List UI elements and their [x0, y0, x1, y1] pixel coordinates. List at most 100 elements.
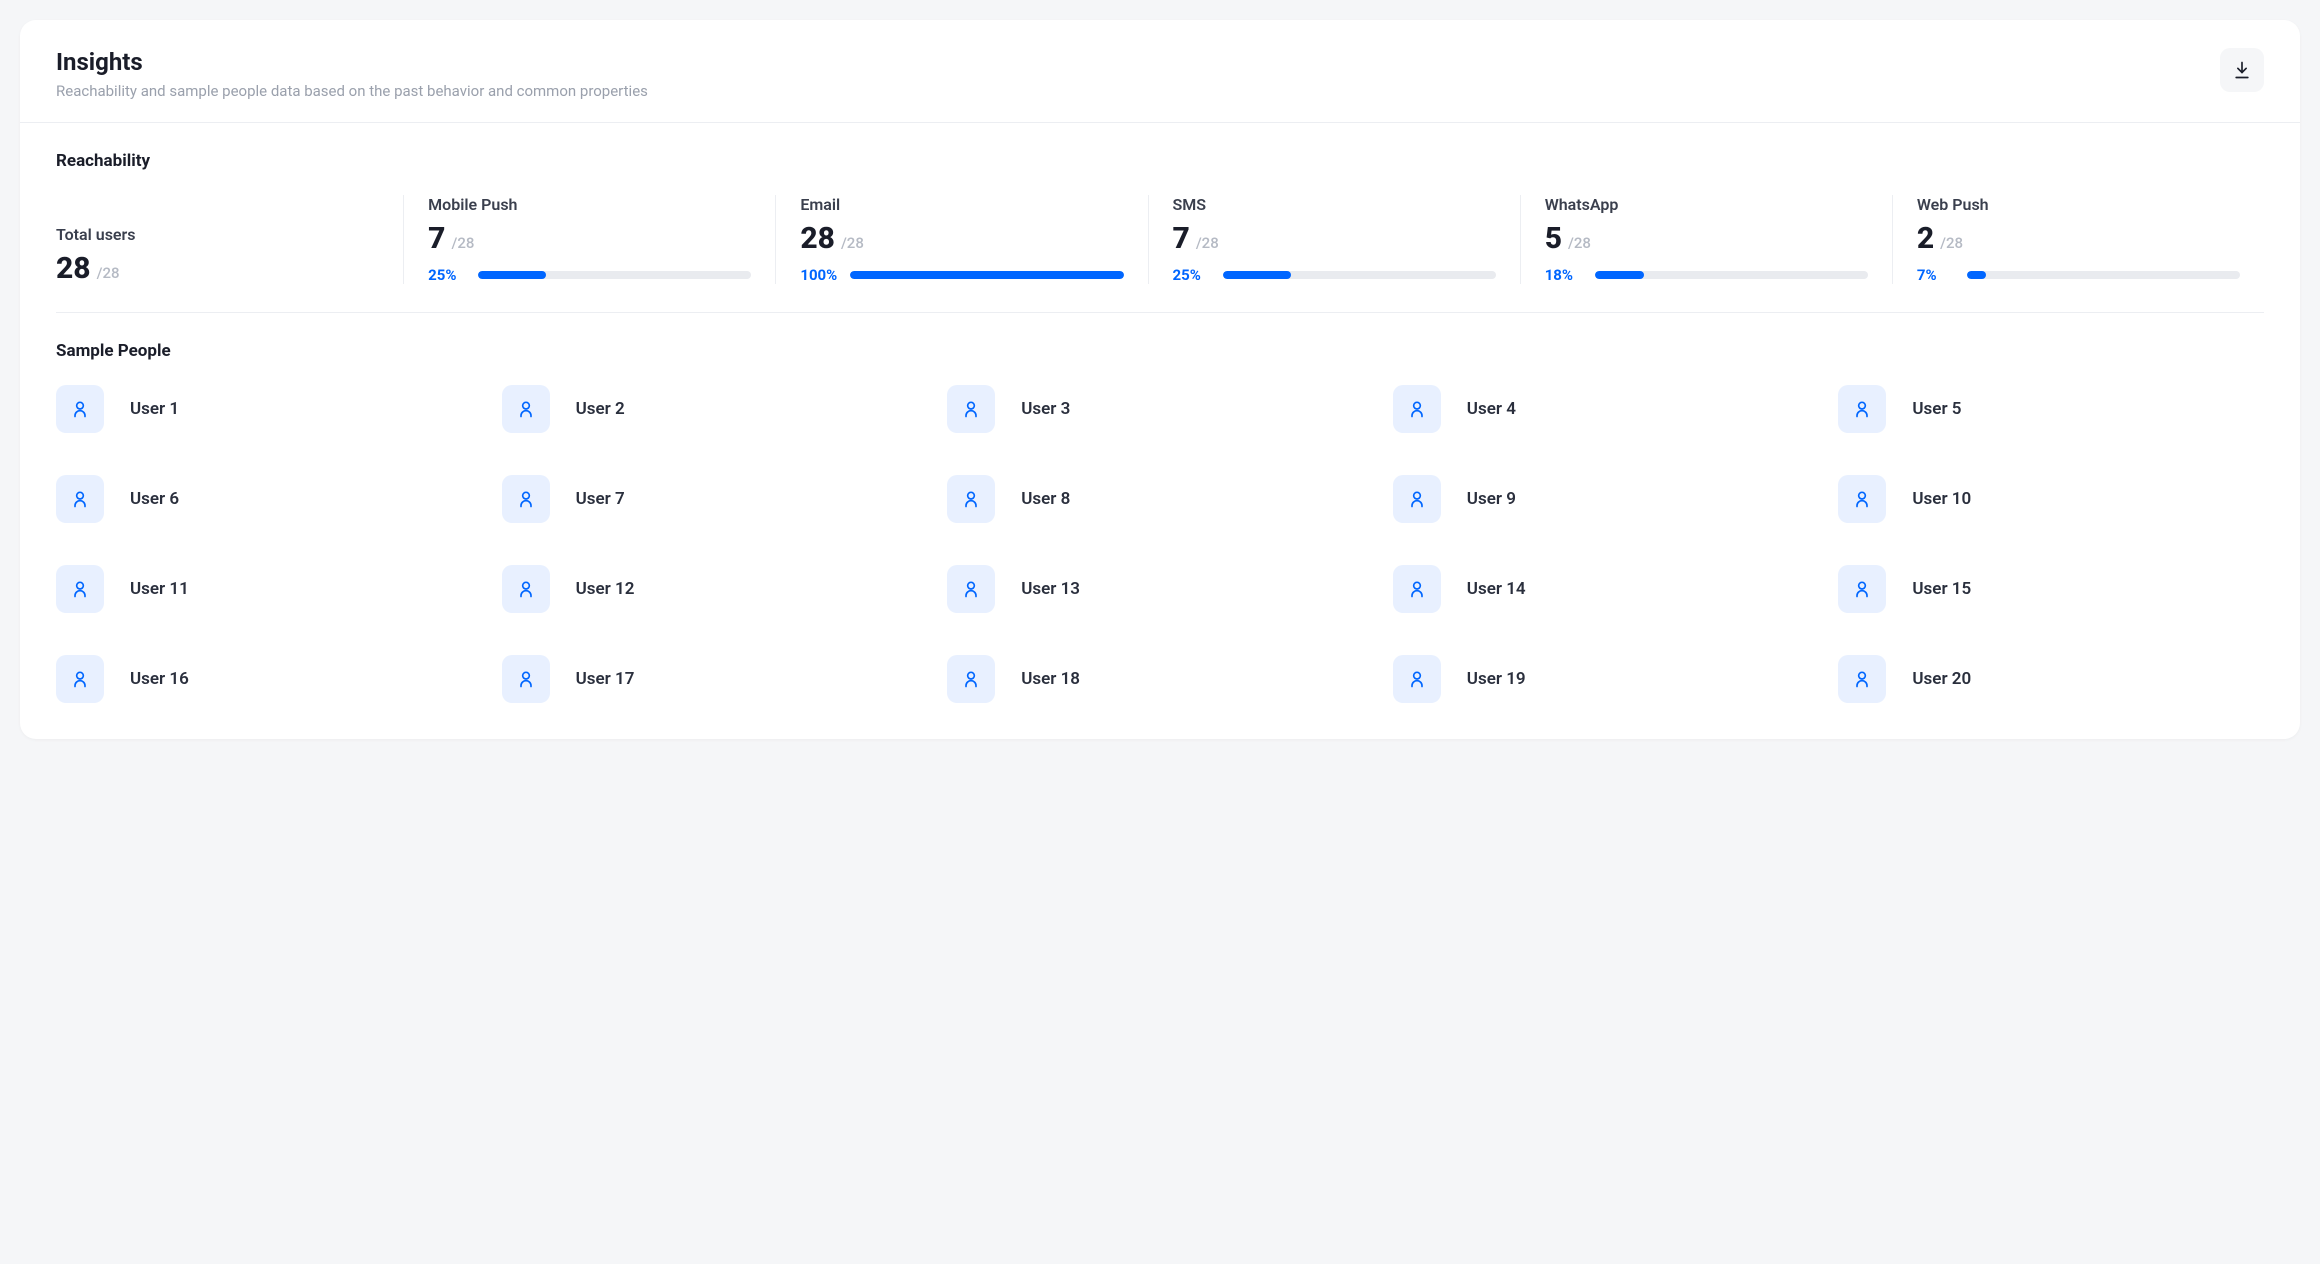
user-icon	[516, 489, 536, 509]
sample-person[interactable]: User 16	[56, 655, 482, 703]
person-name: User 16	[130, 669, 189, 689]
reach-channel-pct: 25%	[428, 266, 468, 284]
reach-channel-pct: 25%	[1173, 266, 1213, 284]
reach-channel-pct: 7%	[1917, 266, 1957, 284]
sample-person[interactable]: User 19	[1393, 655, 1819, 703]
download-button[interactable]	[2220, 48, 2264, 92]
reach-channel-value: 7	[428, 224, 445, 254]
reach-cell-total: Total users28/28	[56, 195, 403, 284]
reach-bar-row: 25%	[1173, 266, 1496, 284]
reach-cell-channel: WhatsApp 5/28 18%	[1520, 195, 1892, 284]
sample-person[interactable]: User 4	[1393, 385, 1819, 433]
reach-cell-channel: SMS 7/28 25%	[1148, 195, 1520, 284]
person-avatar	[56, 475, 104, 523]
reach-progress-track	[850, 271, 1123, 279]
header-text: Insights Reachability and sample people …	[56, 48, 2220, 100]
sample-person[interactable]: User 12	[502, 565, 928, 613]
person-avatar	[1393, 565, 1441, 613]
sample-person[interactable]: User 11	[56, 565, 482, 613]
user-icon	[1852, 669, 1872, 689]
sample-person[interactable]: User 1	[56, 385, 482, 433]
sample-person[interactable]: User 20	[1838, 655, 2264, 703]
user-icon	[70, 579, 90, 599]
reach-progress-track	[478, 271, 751, 279]
sample-person[interactable]: User 13	[947, 565, 1373, 613]
reach-channel-of: /28	[1196, 234, 1219, 252]
reach-of-total: /28	[97, 264, 120, 282]
person-avatar	[947, 475, 995, 523]
reach-cell-channel: Mobile Push 7/28 25%	[403, 195, 775, 284]
reach-label-total: Total users	[56, 225, 379, 244]
reach-channel-label: Web Push	[1917, 195, 2240, 214]
user-icon	[961, 669, 981, 689]
person-name: User 7	[576, 489, 625, 509]
user-icon	[516, 669, 536, 689]
reach-channel-pct: 18%	[1545, 266, 1585, 284]
reach-bar-row: 7%	[1917, 266, 2240, 284]
reach-progress-track	[1223, 271, 1496, 279]
person-name: User 12	[576, 579, 635, 599]
person-name: User 20	[1912, 669, 1971, 689]
sample-people-title: Sample People	[56, 341, 2264, 361]
reach-channel-label: WhatsApp	[1545, 195, 1868, 214]
sample-person[interactable]: User 6	[56, 475, 482, 523]
person-avatar	[502, 565, 550, 613]
reach-progress-track	[1967, 271, 2240, 279]
sample-person[interactable]: User 5	[1838, 385, 2264, 433]
page-title: Insights	[56, 48, 2220, 76]
sample-person[interactable]: User 9	[1393, 475, 1819, 523]
sample-person[interactable]: User 2	[502, 385, 928, 433]
user-icon	[1407, 489, 1427, 509]
person-name: User 8	[1021, 489, 1070, 509]
person-name: User 11	[130, 579, 189, 599]
user-icon	[1852, 399, 1872, 419]
person-name: User 17	[576, 669, 635, 689]
sample-person[interactable]: User 15	[1838, 565, 2264, 613]
reach-channel-value: 2	[1917, 224, 1934, 254]
user-icon	[70, 669, 90, 689]
sample-person[interactable]: User 3	[947, 385, 1373, 433]
person-avatar	[502, 475, 550, 523]
reach-value-row: 7/28	[428, 224, 751, 254]
user-icon	[961, 489, 981, 509]
sample-person[interactable]: User 7	[502, 475, 928, 523]
person-avatar	[1393, 475, 1441, 523]
sample-person[interactable]: User 14	[1393, 565, 1819, 613]
page-subtitle: Reachability and sample people data base…	[56, 82, 2220, 100]
person-name: User 3	[1021, 399, 1070, 419]
reach-bar-row: 100%	[800, 266, 1123, 284]
person-avatar	[56, 655, 104, 703]
reach-cell-channel: Web Push 2/28 7%	[1892, 195, 2264, 284]
user-icon	[70, 399, 90, 419]
person-avatar	[502, 655, 550, 703]
download-icon	[2232, 60, 2252, 80]
person-name: User 19	[1467, 669, 1526, 689]
insights-card: Insights Reachability and sample people …	[20, 20, 2300, 739]
sample-person[interactable]: User 10	[1838, 475, 2264, 523]
reach-progress-fill	[478, 271, 546, 279]
reach-channel-of: /28	[1940, 234, 1963, 252]
sample-person[interactable]: User 18	[947, 655, 1373, 703]
reach-channel-label: SMS	[1173, 195, 1496, 214]
user-icon	[516, 399, 536, 419]
person-avatar	[1838, 655, 1886, 703]
sample-person[interactable]: User 8	[947, 475, 1373, 523]
reach-value-row: 2/28	[1917, 224, 2240, 254]
user-icon	[1407, 669, 1427, 689]
user-icon	[1407, 399, 1427, 419]
person-avatar	[502, 385, 550, 433]
reach-channel-value: 7	[1173, 224, 1190, 254]
reach-channel-label: Mobile Push	[428, 195, 751, 214]
person-name: User 2	[576, 399, 625, 419]
sample-person[interactable]: User 17	[502, 655, 928, 703]
user-icon	[1852, 489, 1872, 509]
sample-people-grid: User 1 User 2 User 3 User 4 User 5 User 6 User…	[56, 385, 2264, 703]
reach-progress-fill	[1967, 271, 1986, 279]
reach-progress-fill	[1223, 271, 1291, 279]
reach-channel-value: 5	[1545, 224, 1562, 254]
reach-channel-value: 28	[800, 224, 835, 254]
reach-channel-of: /28	[1568, 234, 1591, 252]
reach-channel-of: /28	[841, 234, 864, 252]
user-icon	[516, 579, 536, 599]
person-avatar	[947, 655, 995, 703]
